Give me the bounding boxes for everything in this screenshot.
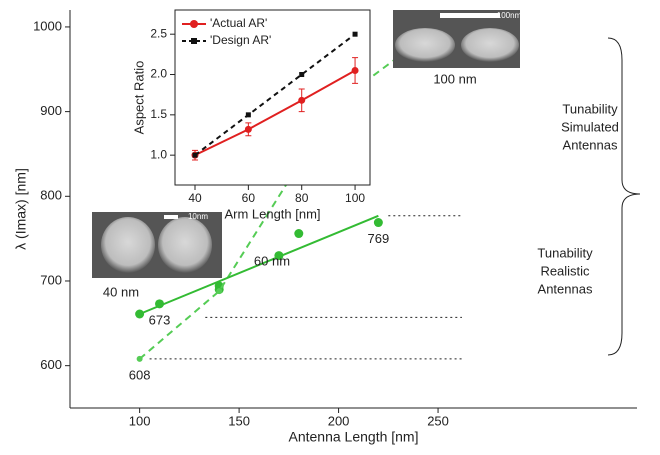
x-tick-label: 40	[188, 191, 202, 205]
x-tick-label: 60	[242, 191, 256, 205]
data-point	[294, 229, 304, 239]
brace-label-line: Antennas	[538, 281, 593, 296]
y-tick-label: 2.5	[150, 26, 167, 40]
brace-label-line: Tunability	[537, 245, 593, 260]
x-axis-label: Arm Length [nm]	[224, 206, 320, 221]
y-axis-label: Aspect Ratio	[131, 61, 146, 135]
data-point	[136, 355, 143, 362]
sem-image-large: 100nm	[393, 10, 522, 68]
x-tick-label: 200	[328, 413, 350, 428]
x-tick-label: 150	[228, 413, 250, 428]
brace	[607, 37, 641, 356]
data-point	[352, 31, 358, 37]
legend-label: 'Actual AR'	[210, 16, 267, 30]
annotation: 60 nm	[254, 253, 290, 268]
series-line	[138, 41, 419, 360]
x-tick-label: 100	[345, 191, 365, 205]
brace-label: Tunability Realistic Antennas	[537, 245, 593, 296]
legend-marker	[190, 20, 198, 28]
brace-label: Tunability Simulated Antennas	[561, 101, 619, 152]
y-tick-label: 1000	[33, 18, 62, 33]
y-tick-label: 900	[40, 103, 62, 118]
data-label: 769	[368, 231, 390, 246]
annotation: 40 nm	[103, 284, 139, 299]
y-tick-label: 700	[40, 272, 62, 287]
y-axis-label: λ (Imax) [nm]	[13, 168, 29, 250]
x-tick-label: 250	[427, 413, 449, 428]
series-line	[139, 214, 379, 315]
plot-frame	[174, 9, 371, 186]
y-tick-label: 2.0	[150, 67, 167, 81]
data-point	[299, 72, 305, 78]
data-label: 673	[149, 312, 171, 327]
data-point	[298, 96, 306, 104]
scale-bar-label: 10nm	[188, 212, 208, 221]
scale-bar-label: 100nm	[497, 11, 522, 20]
sem-image-small: 10nm	[92, 212, 222, 278]
y-tick-label: 1.0	[150, 147, 167, 161]
data-label: 608	[129, 367, 151, 382]
main-plot: 100 150 200 250 600 700 800 900 1000 Antenna Leng…	[13, 10, 637, 445]
series-line	[194, 69, 356, 157]
x-tick-label: 80	[295, 191, 309, 205]
brace-label-line: Antennas	[563, 137, 618, 152]
inset-plot: 40 60 80 100 1.0 1.5 2.0 2.5 Arm Length [nm] Aspe…	[131, 9, 371, 221]
data-point	[192, 152, 198, 158]
brace-label-line: Realistic	[540, 263, 590, 278]
legend-label: 'Design AR'	[210, 33, 271, 47]
x-axis-label: Antenna Length [nm]	[289, 429, 419, 445]
data-point	[373, 218, 383, 228]
data-point	[245, 112, 251, 118]
legend-marker	[191, 38, 197, 44]
y-tick-label: 1.5	[150, 107, 167, 121]
series-line	[194, 33, 356, 156]
data-point	[216, 288, 223, 295]
annotation: 100 nm	[433, 71, 476, 86]
brace-label-line: Tunability	[562, 101, 618, 116]
data-point	[244, 125, 252, 133]
y-tick-label: 800	[40, 188, 62, 203]
brace-label-line: Simulated	[561, 119, 619, 134]
y-tick-label: 600	[40, 357, 62, 372]
x-tick-label: 100	[129, 413, 151, 428]
data-point	[351, 66, 359, 74]
